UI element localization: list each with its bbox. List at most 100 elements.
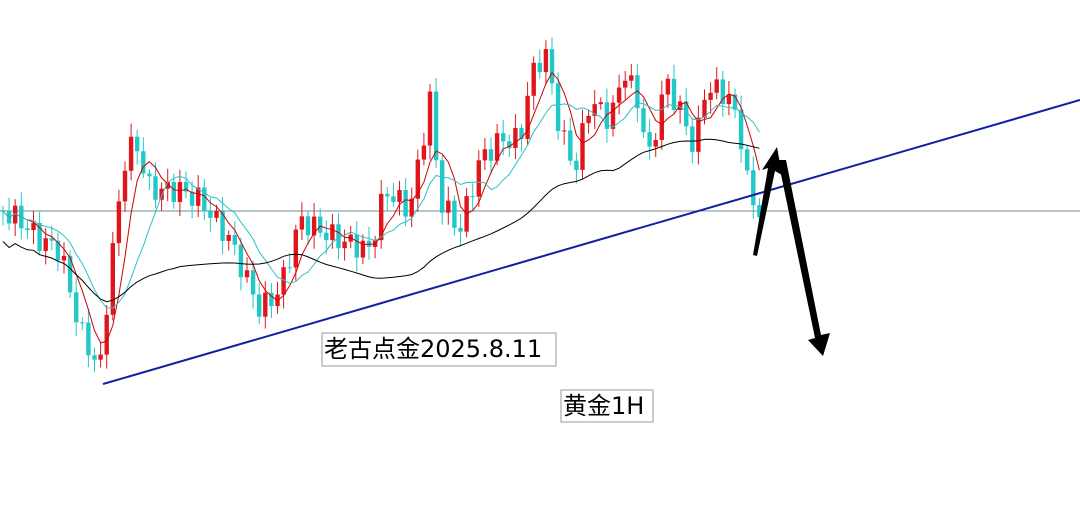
label-box [321,332,557,367]
candle-body [665,78,671,95]
candle-body [543,49,549,73]
candle-body [415,159,420,199]
candle-body [110,243,115,315]
label-box [560,389,654,423]
author-date-label: 老古点金2025.8.11 [324,335,542,363]
candle-body [647,132,652,147]
candle-body [122,170,128,202]
candle-body [226,234,231,241]
candle-body [696,117,701,152]
candle-body [470,196,475,198]
candle-body [165,181,170,189]
candle-body [116,201,122,244]
candle-body [336,224,341,249]
candle-body [641,108,646,133]
candle-body [507,141,512,149]
candle-body [537,62,542,73]
candle-body [671,78,677,110]
candle-body [421,145,427,160]
candle-body [49,238,54,241]
candle-body [586,115,591,124]
candle-body [629,75,634,81]
moving-average [2,138,760,303]
down-arrow [778,160,830,356]
candle-body [220,210,225,241]
candle-body [61,255,67,261]
candle-body [86,322,91,356]
symbol-label: 黄金1H [563,392,644,420]
candle-body [55,240,61,261]
up-arrow [753,147,782,256]
candle-body [494,133,500,161]
candle-body [189,191,195,206]
candle-body [738,109,744,150]
moving-average [2,71,760,344]
trend-line [102,99,1080,385]
moving-averages [2,71,760,344]
candle-body [330,224,335,241]
candle-body [433,91,439,161]
candle-body [702,99,707,118]
candle-body [403,190,408,217]
candle-body [293,229,298,268]
candle-body [37,222,42,251]
candle-body [208,211,213,218]
candle-body [171,181,176,202]
candle-body [714,79,719,93]
candle-body [653,140,658,147]
candle-body [354,234,359,258]
candle-body [501,133,506,142]
candle-body [574,160,579,170]
candle-body [549,49,555,84]
candle-body [745,149,750,171]
candle-body [440,160,445,213]
candle-body [196,187,201,206]
candle-body [397,190,402,202]
candle-body [67,255,73,293]
candle-body [452,200,457,228]
candle-body [141,151,146,174]
candle-body [568,130,573,161]
candle-body [128,136,134,171]
candle-body [531,62,536,96]
candle-body [263,292,268,317]
candle-body [391,196,396,202]
candle-body [409,198,414,217]
candle-body [610,102,616,129]
candle-body [318,216,323,233]
candle-body [757,205,762,217]
candle-body [80,322,85,324]
candle-body [580,123,585,170]
candle-body [311,216,317,236]
candle-body [287,267,292,269]
candle-body [446,200,451,213]
candle-body [31,222,36,231]
candle-body [183,182,189,192]
candle-body [708,92,713,100]
candle-body [684,101,689,127]
candle-body [324,232,329,241]
candle-body [13,205,18,224]
candle-body [147,173,152,177]
candle-body [250,270,256,295]
candle-body [177,182,183,202]
candle-body [360,240,366,258]
candle-body [616,87,622,103]
candle-body [159,188,164,200]
candle-body [732,94,738,110]
candle-body [751,170,756,206]
candle-body [257,294,262,317]
candle-body [244,270,250,278]
candle-body [519,128,524,139]
candle-body [513,128,518,149]
candle-body [659,94,664,141]
candle-body [214,210,219,218]
candle-body [525,95,530,139]
candle-body [458,227,463,232]
candle-body [690,126,695,152]
candle-body [74,292,79,323]
candle-body [104,314,109,355]
candle-body [0,210,6,212]
